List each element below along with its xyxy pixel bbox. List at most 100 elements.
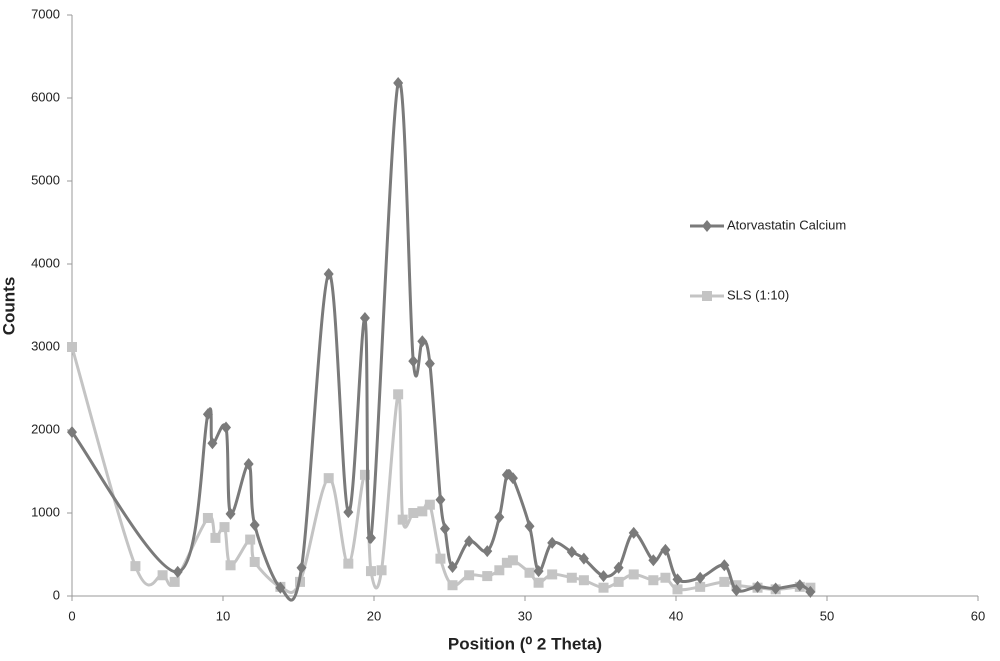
data-point	[343, 558, 354, 569]
data-point	[598, 570, 609, 583]
legend-label: Atorvastatin Calcium	[727, 217, 846, 232]
data-point	[365, 566, 376, 577]
x-tick-label: 20	[367, 608, 381, 623]
data-point	[805, 585, 816, 598]
data-point	[507, 555, 518, 566]
y-tick-label: 0	[53, 587, 60, 602]
data-point	[752, 580, 763, 593]
x-tick-label: 10	[216, 608, 230, 623]
data-point	[424, 499, 435, 510]
data-point	[770, 582, 781, 595]
data-point	[323, 473, 334, 484]
y-tick-label: 3000	[31, 338, 60, 353]
data-point	[439, 522, 450, 535]
data-point	[210, 532, 221, 543]
data-point	[566, 572, 577, 583]
data-point	[343, 506, 354, 519]
x-axis-title: Position (⁰ 2 Theta)	[448, 634, 602, 653]
data-point	[323, 267, 334, 280]
data-point	[482, 571, 493, 582]
data-point	[566, 546, 577, 559]
data-point	[507, 472, 518, 485]
legend-label: SLS (1:10)	[727, 287, 789, 302]
data-point	[695, 581, 706, 592]
data-point	[243, 458, 254, 471]
series-line	[70, 79, 812, 602]
data-point	[660, 572, 671, 583]
data-point	[464, 570, 475, 581]
data-point	[207, 437, 218, 450]
data-point	[408, 508, 419, 518]
data-point	[130, 561, 141, 572]
legend-marker	[702, 220, 712, 232]
data-point	[482, 545, 493, 558]
data-point	[275, 581, 286, 594]
data-point	[393, 389, 404, 400]
data-point	[578, 552, 589, 565]
data-point	[533, 565, 544, 578]
y-tick-label: 5000	[31, 172, 60, 187]
data-point	[408, 355, 419, 368]
y-tick-label: 7000	[31, 6, 60, 21]
data-point	[578, 575, 589, 586]
data-point	[533, 577, 544, 588]
x-tick-label: 40	[669, 608, 683, 623]
y-axis-title: Counts	[0, 277, 18, 336]
y-tick-label: 4000	[31, 255, 60, 270]
data-point	[613, 576, 624, 587]
data-point	[249, 519, 260, 532]
data-point	[719, 559, 730, 572]
data-point	[672, 584, 683, 595]
data-point	[648, 575, 659, 586]
y-tick-label: 1000	[31, 504, 60, 519]
data-point	[731, 584, 742, 597]
data-point	[424, 357, 435, 370]
legend-marker	[702, 291, 712, 301]
data-point	[464, 535, 475, 548]
x-tick-label: 30	[518, 608, 532, 623]
data-point	[67, 342, 77, 352]
data-point	[221, 421, 232, 434]
data-point	[447, 560, 458, 573]
x-tick-label: 50	[820, 608, 834, 623]
data-point	[359, 469, 370, 480]
data-point	[245, 534, 256, 545]
data-point	[249, 556, 260, 567]
data-point	[417, 335, 428, 348]
data-point	[365, 531, 376, 544]
data-point	[376, 565, 387, 576]
data-point	[393, 77, 404, 90]
data-point	[501, 557, 512, 568]
x-tick-label: 60	[971, 608, 985, 623]
data-point	[524, 567, 535, 578]
data-point	[169, 576, 180, 587]
y-tick-label: 2000	[31, 421, 60, 436]
data-point	[494, 511, 505, 524]
data-point	[397, 514, 408, 525]
data-point	[67, 426, 77, 439]
data-point	[794, 579, 805, 592]
data-point	[695, 571, 706, 584]
data-point	[225, 560, 236, 571]
data-point	[524, 520, 535, 533]
data-point	[417, 506, 428, 517]
data-point	[613, 561, 624, 574]
data-point	[202, 512, 213, 523]
data-point	[157, 570, 168, 581]
data-point	[628, 526, 639, 539]
data-point	[172, 565, 183, 578]
data-point	[359, 311, 370, 324]
data-point	[598, 582, 609, 593]
data-point	[660, 543, 671, 556]
data-point	[547, 569, 558, 580]
data-point	[435, 493, 446, 506]
data-point	[547, 536, 558, 549]
data-point	[202, 408, 213, 421]
data-point	[225, 507, 236, 520]
data-point	[435, 553, 446, 564]
data-point	[628, 569, 639, 580]
x-tick-label: 0	[68, 608, 75, 623]
data-point	[672, 573, 683, 586]
data-point	[447, 580, 458, 591]
